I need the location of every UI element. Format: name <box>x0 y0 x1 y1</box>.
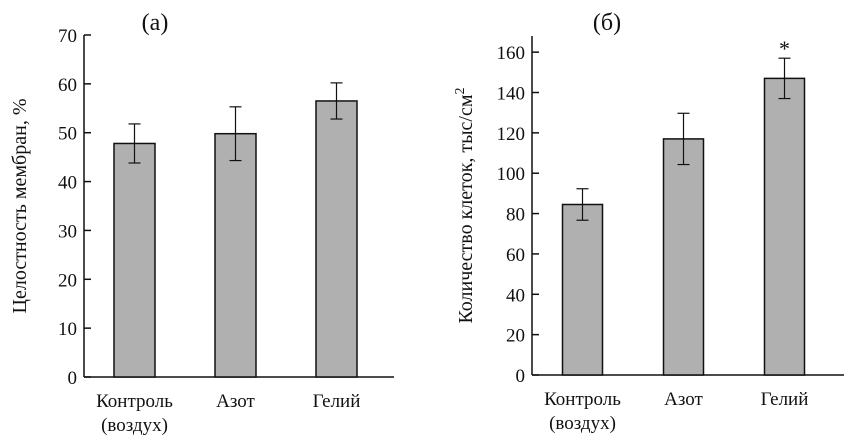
y-axis-label: Целостность мембран, % <box>9 99 31 314</box>
x-category-label: Контроль <box>544 389 621 410</box>
y-tick-label: 60 <box>58 75 77 96</box>
y-tick-label: 50 <box>58 124 77 145</box>
x-category-label: (воздух) <box>101 415 168 436</box>
bar <box>113 142 156 378</box>
y-tick-label: 80 <box>506 205 525 226</box>
y-tick-label: 0 <box>516 366 526 387</box>
y-tick-label: 70 <box>58 26 77 47</box>
y-tick-label: 160 <box>497 43 526 64</box>
y-tick-label: 10 <box>58 319 77 340</box>
chart-panel-2: (б) 0 20 40 60 80 100 120 140 160 Количество клето… <box>453 10 844 434</box>
y-axis-label: Количество клеток, тыс/см2 <box>453 87 477 323</box>
y-tick-label: 120 <box>497 124 526 145</box>
panel-label: (а) <box>142 10 169 36</box>
y-tick-label: 20 <box>58 270 77 291</box>
x-category-label: Контроль <box>96 391 173 412</box>
y-tick-label: 60 <box>506 245 525 266</box>
y-tick-label: 40 <box>506 285 525 306</box>
bar <box>763 77 806 376</box>
panel-label: (б) <box>593 10 621 36</box>
bar <box>214 132 257 378</box>
chart-panel-1: (а) 0 10 20 30 40 50 60 70 Целостность мембран, %… <box>9 10 394 436</box>
y-axis-label-text: Целостность мембран, % <box>9 99 31 314</box>
bar <box>561 203 604 376</box>
y-tick-label: 20 <box>506 326 525 347</box>
x-category-label: (воздух) <box>549 413 616 434</box>
y-axis-label-text: Количество клеток, тыс/см <box>455 94 477 323</box>
y-tick-label: 100 <box>497 164 526 185</box>
y-tick-label: 0 <box>68 368 78 389</box>
bar <box>315 100 358 378</box>
y-tick-label: 30 <box>58 221 77 242</box>
y-axis-label-superscript: 2 <box>453 87 468 94</box>
x-category-label: Гелий <box>761 389 809 410</box>
significance-marker: * <box>779 36 790 61</box>
x-category-label: Гелий <box>313 391 361 412</box>
y-tick-label: 140 <box>497 84 526 105</box>
y-tick-label: 40 <box>58 173 77 194</box>
bar <box>662 138 705 376</box>
x-category-label: Азот <box>664 389 703 410</box>
x-category-label: Азот <box>216 391 255 412</box>
